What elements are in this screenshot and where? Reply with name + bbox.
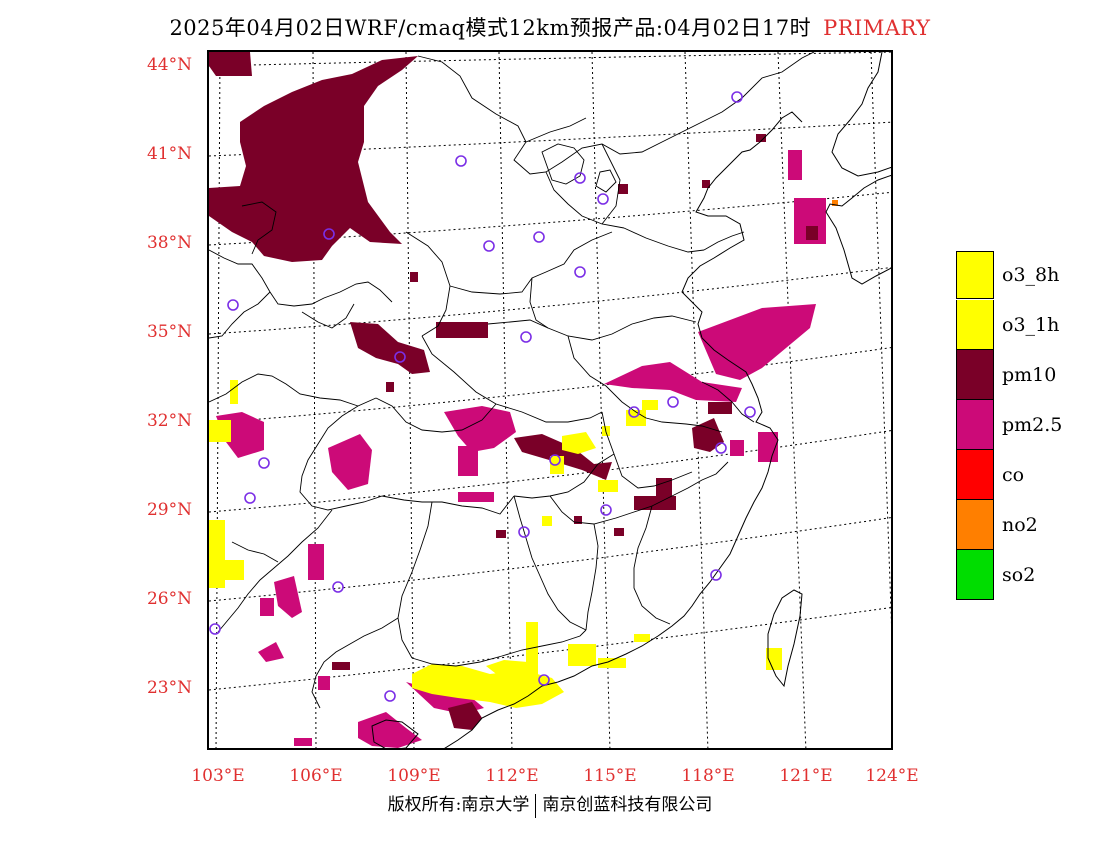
map-title: 2025年04月02日WRF/cmaq模式12km预报产品:04月02日17时 P… (0, 12, 1100, 42)
copyright-right: 南京创蓝科技有限公司 (542, 795, 713, 815)
legend-item-o3-8h: o3_8h (956, 250, 1078, 300)
legend-swatch (956, 550, 994, 600)
lon-label: 112°E (485, 766, 539, 786)
legend-label: o3_8h (1002, 264, 1060, 286)
lat-label: 41°N (146, 144, 192, 164)
province-borders (209, 52, 815, 709)
lat-label: 44°N (146, 55, 192, 75)
lon-label: 115°E (583, 766, 637, 786)
legend-label: o3_1h (1002, 314, 1060, 336)
lat-label: 35°N (146, 322, 192, 342)
footer-divider (535, 793, 537, 818)
legend-label: pm10 (1002, 364, 1057, 386)
lon-label: 103°E (191, 766, 245, 786)
title-main: 2025年04月02日WRF/cmaq模式12km预报产品:04月02日17时 (169, 16, 812, 40)
legend-swatch (956, 251, 994, 299)
lon-label: 118°E (681, 766, 735, 786)
legend-item-pm10: pm10 (956, 350, 1078, 400)
legend-item-pm2-5: pm2.5 (956, 400, 1078, 450)
map-canvas (209, 52, 891, 748)
lon-label: 121°E (779, 766, 833, 786)
city-markers (209, 91, 756, 702)
pm10-patches (209, 52, 818, 730)
legend-swatch (956, 300, 994, 350)
lat-label: 26°N (146, 589, 192, 609)
lat-label: 38°N (146, 233, 192, 253)
lon-label: 109°E (387, 766, 441, 786)
legend-swatch (956, 400, 994, 450)
legend-swatch (956, 500, 994, 550)
copyright-left: 版权所有:南京大学 (387, 795, 530, 815)
lon-label: 106°E (289, 766, 343, 786)
legend-swatch (956, 350, 994, 400)
lat-label: 32°N (146, 411, 192, 431)
legend: o3_8h o3_1h pm10 pm2.5 co no2 so2 (956, 250, 1078, 600)
coastline (371, 52, 891, 748)
lon-label: 124°E (865, 766, 919, 786)
legend-label: so2 (1002, 564, 1036, 586)
legend-label: pm2.5 (1002, 414, 1063, 436)
legend-label: no2 (1002, 514, 1038, 536)
legend-swatch (956, 450, 994, 500)
legend-item-co: co (956, 450, 1078, 500)
legend-label: co (1002, 464, 1025, 486)
lat-label: 23°N (146, 678, 192, 698)
no2-patch (832, 200, 838, 206)
map-area[interactable] (207, 50, 893, 750)
title-tag: PRIMARY (823, 16, 931, 40)
legend-item-o3-1h: o3_1h (956, 300, 1078, 350)
lat-label: 29°N (146, 500, 192, 520)
copyright-footer: 版权所有:南京大学 南京创蓝科技有限公司 (0, 790, 1100, 818)
legend-item-so2: so2 (956, 550, 1078, 600)
legend-item-no2: no2 (956, 500, 1078, 550)
